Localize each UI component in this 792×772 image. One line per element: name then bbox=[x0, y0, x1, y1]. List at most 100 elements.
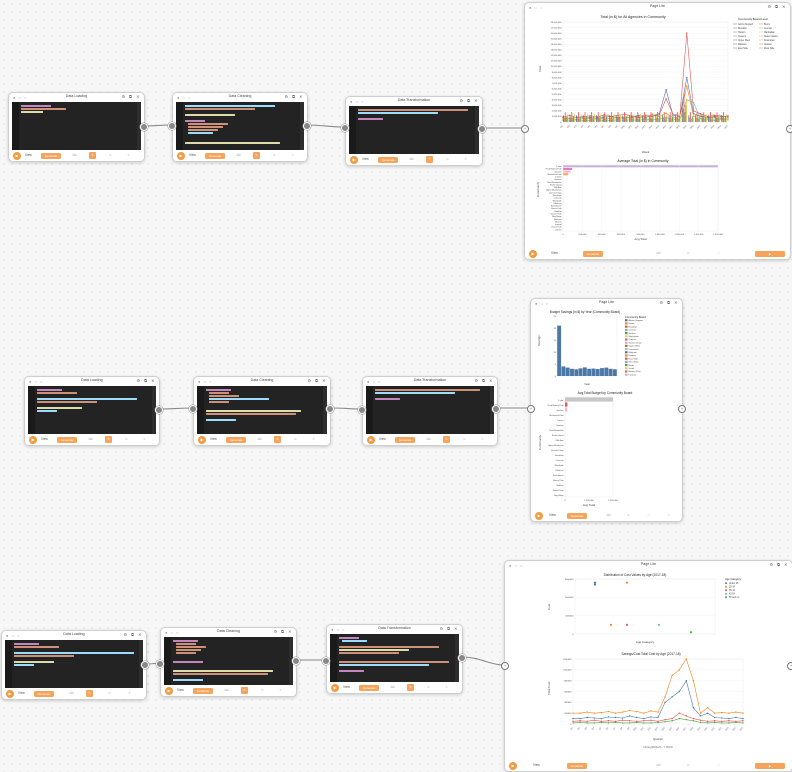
node-controls-icons[interactable]: ⚙ ⧉ ✕ bbox=[767, 4, 787, 9]
code-editor[interactable] bbox=[164, 637, 293, 685]
output-port[interactable]: + bbox=[678, 405, 686, 413]
delete-icon[interactable]: ✕ bbox=[481, 437, 484, 441]
run-play-icon[interactable]: ▶ bbox=[509, 761, 517, 770]
run-play-icon[interactable]: ▶ bbox=[529, 249, 537, 258]
node-data-loading-2[interactable]: ● ○ ○ Data Loading ⚙ ⧉ ✕ ▶ View Generate ⌨… bbox=[24, 376, 160, 446]
node-controls-icons[interactable]: ⚙ ⧉ ✕ bbox=[121, 94, 141, 99]
input-port[interactable] bbox=[341, 124, 349, 132]
node-controls-icons[interactable]: ⚙ ⧉ ✕ bbox=[439, 626, 459, 631]
view-label[interactable]: View bbox=[177, 688, 184, 692]
node-data-loading-1[interactable]: ● ○ ○ Data Loading ⚙ ⧉ ✕ ▶ View Generate ⌨… bbox=[8, 92, 145, 162]
input-port[interactable]: + bbox=[501, 662, 509, 670]
output-port[interactable] bbox=[140, 123, 148, 131]
generate-button[interactable]: Generate bbox=[359, 684, 379, 691]
node-data-cleaning-2[interactable]: ● ○ ○ Data Cleaning ⚙ ⧉ ✕ ▶ View Generate … bbox=[193, 376, 331, 446]
output-port[interactable] bbox=[303, 122, 311, 130]
copy-icon[interactable]: ⧉ bbox=[109, 153, 112, 157]
run-play-icon[interactable]: ▶ bbox=[535, 511, 543, 520]
node-page-lite-2[interactable]: ● ○ ○ Page Lite ⚙ ⧉ ✕ Budget Savings (in $… bbox=[530, 298, 683, 522]
window-dots-icon[interactable]: ● ○ ○ bbox=[177, 95, 192, 100]
node-data-cleaning-1[interactable]: ● ○ ○ Data Cleaning ⚙ ⧉ ✕ ▶ View Generate … bbox=[172, 92, 308, 162]
node-controls-icons[interactable]: ⚙ ⧉ ✕ bbox=[273, 629, 293, 634]
window-dots-icon[interactable]: ● ○ ○ bbox=[198, 379, 213, 384]
input-port[interactable] bbox=[358, 406, 366, 414]
copy-icon[interactable]: ⧉ bbox=[463, 437, 466, 441]
generate-button[interactable]: Generate bbox=[226, 436, 246, 443]
run-play-icon[interactable]: ▶ bbox=[165, 686, 173, 695]
run-play-icon[interactable]: ▶ bbox=[331, 683, 339, 692]
expand-icon[interactable]: ⤢ bbox=[717, 251, 720, 255]
delete-icon[interactable]: ✕ bbox=[127, 153, 130, 157]
code-view-icon[interactable]: ⌨ bbox=[72, 153, 77, 157]
window-dots-icon[interactable]: ● ○ ○ bbox=[535, 301, 550, 306]
node-data-loading-3[interactable]: ● ○ ○ Data Loading ⚙ ⧉ ✕ ▶ View Generate ⌨… bbox=[1, 630, 147, 700]
code-view-icon[interactable]: ⌨ bbox=[224, 688, 229, 692]
code-view-icon[interactable]: ⌨ bbox=[88, 437, 93, 441]
scrollbar[interactable] bbox=[455, 634, 459, 682]
output-port[interactable] bbox=[292, 657, 300, 665]
copy-icon[interactable]: ⧉ bbox=[273, 153, 276, 157]
output-port[interactable] bbox=[478, 125, 486, 133]
code-editor[interactable] bbox=[330, 634, 459, 682]
copy-icon[interactable]: ⧉ bbox=[294, 437, 297, 441]
node-controls-icons[interactable]: ⚙ ⧉ ✕ bbox=[659, 300, 679, 305]
view-label[interactable]: View bbox=[379, 437, 386, 441]
output-port[interactable] bbox=[492, 405, 500, 413]
generate-button[interactable]: Generate bbox=[193, 687, 213, 694]
copy-icon[interactable]: ⧉ bbox=[108, 691, 111, 695]
generate-button[interactable]: Generate bbox=[57, 436, 77, 443]
delete-icon[interactable]: ✕ bbox=[445, 685, 448, 689]
delete-icon[interactable]: ✕ bbox=[128, 691, 131, 695]
view-label[interactable]: View bbox=[343, 685, 350, 689]
node-controls-icons[interactable]: ⚙ ⧉ ✕ bbox=[459, 98, 479, 103]
delete-icon[interactable]: ✕ bbox=[291, 153, 294, 157]
delete-icon[interactable]: ✕ bbox=[464, 157, 467, 161]
copy-icon[interactable]: ⧉ bbox=[427, 685, 430, 689]
edit-icon[interactable]: ✎ bbox=[241, 687, 248, 694]
edit-icon[interactable]: ✎ bbox=[443, 436, 450, 443]
code-editor[interactable] bbox=[197, 386, 327, 434]
run-play-icon[interactable]: ▶ bbox=[6, 689, 14, 698]
window-dots-icon[interactable]: ● ○ ○ bbox=[367, 379, 382, 384]
node-data-transformation-3[interactable]: ● ○ ○ Data Transformation ⚙ ⧉ ✕ ▶ View Gen… bbox=[326, 624, 463, 694]
copy-icon[interactable]: ⧉ bbox=[627, 513, 630, 517]
node-controls-icons[interactable]: ⚙ ⧉ ✕ bbox=[123, 632, 143, 637]
window-dots-icon[interactable]: ● ○ ○ bbox=[6, 633, 21, 638]
view-label[interactable]: View bbox=[549, 513, 556, 517]
node-page-lite-1[interactable]: ● ○ ○ Page Lite ⚙ ⧉ ✕ Total (in $) for All… bbox=[524, 2, 791, 260]
run-play-icon[interactable]: ▶ bbox=[13, 151, 21, 160]
copy-icon[interactable]: ⧉ bbox=[446, 157, 449, 161]
code-view-icon[interactable]: ⌨ bbox=[69, 691, 74, 695]
delete-icon[interactable]: ✕ bbox=[279, 688, 282, 692]
delete-icon[interactable]: ✕ bbox=[312, 437, 315, 441]
edit-icon[interactable]: ✎ bbox=[89, 152, 96, 159]
scrollbar[interactable] bbox=[300, 102, 304, 150]
input-port[interactable] bbox=[322, 657, 330, 665]
code-editor[interactable] bbox=[5, 640, 143, 688]
copy-icon[interactable]: ⧉ bbox=[687, 251, 690, 255]
generate-button[interactable]: Generate bbox=[41, 152, 61, 159]
output-port[interactable]: + bbox=[787, 662, 792, 670]
input-port[interactable] bbox=[156, 660, 164, 668]
window-dots-icon[interactable]: ● ○ ○ bbox=[331, 627, 346, 632]
view-label[interactable]: View bbox=[210, 437, 217, 441]
output-port[interactable] bbox=[326, 405, 334, 413]
edit-icon[interactable]: ✎ bbox=[407, 684, 414, 691]
output-port[interactable] bbox=[155, 406, 163, 414]
generate-button[interactable]: Generate bbox=[205, 152, 225, 159]
view-label[interactable]: View bbox=[41, 437, 48, 441]
generate-button[interactable]: Generate bbox=[34, 690, 54, 697]
view-label[interactable]: View bbox=[551, 251, 558, 255]
code-editor[interactable] bbox=[349, 106, 479, 154]
run-play-icon[interactable]: ▶ bbox=[177, 151, 185, 160]
output-port[interactable]: + bbox=[786, 125, 792, 133]
edit-icon[interactable]: ✎ bbox=[253, 152, 260, 159]
window-dots-icon[interactable]: ● ○ ○ bbox=[350, 99, 365, 104]
code-editor[interactable] bbox=[28, 386, 156, 434]
input-port[interactable]: + bbox=[527, 405, 535, 413]
code-view-icon[interactable]: ⌨ bbox=[409, 157, 414, 161]
window-dots-icon[interactable]: ● ○ ○ bbox=[165, 630, 180, 635]
copy-icon[interactable]: ⧉ bbox=[125, 437, 128, 441]
input-port[interactable] bbox=[189, 405, 197, 413]
run-play-icon[interactable]: ▶ bbox=[350, 155, 358, 164]
